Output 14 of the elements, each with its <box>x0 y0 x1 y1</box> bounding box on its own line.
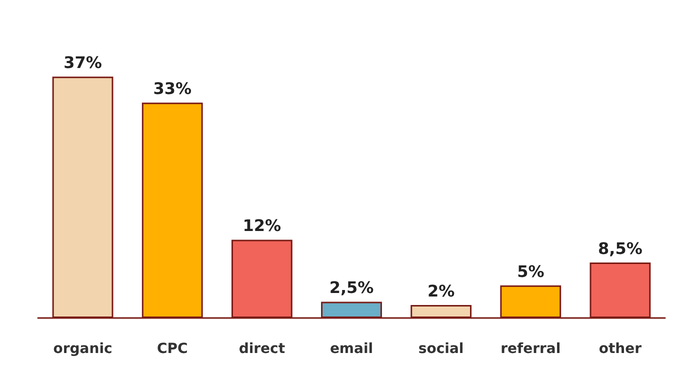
data-label: 12% <box>242 216 282 236</box>
data-label: 2,5% <box>329 278 374 298</box>
x-tick-label: referral <box>500 341 561 357</box>
x-tick-label: other <box>598 341 642 357</box>
x-tick-label: organic <box>53 341 112 357</box>
x-tick-label: direct <box>238 341 286 357</box>
x-tick-label: social <box>418 341 464 357</box>
data-label: 37% <box>64 53 102 72</box>
data-label: 2% <box>427 281 455 300</box>
data-label: 5% <box>517 262 544 281</box>
data-label: 8,5% <box>598 239 642 258</box>
data-label: 33% <box>153 79 192 98</box>
x-tick-label: CPC <box>156 341 188 357</box>
x-tick-label: email <box>330 341 374 357</box>
